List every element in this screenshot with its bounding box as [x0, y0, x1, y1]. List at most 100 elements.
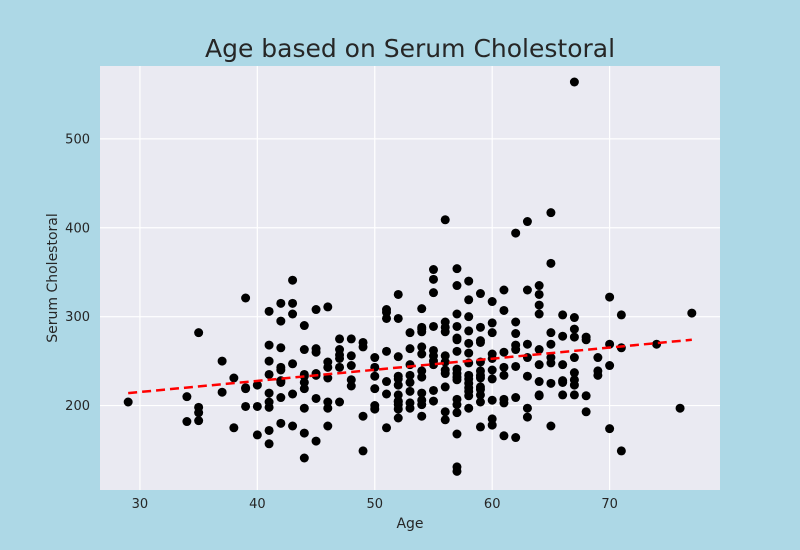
data-point: [440, 215, 450, 225]
data-point: [452, 309, 462, 319]
data-point: [417, 411, 427, 421]
y-tick-labels: 200 300 400 500: [65, 132, 90, 414]
x-tick-label: 60: [484, 497, 501, 512]
data-point: [299, 453, 309, 463]
data-point: [452, 321, 462, 331]
data-point: [593, 353, 603, 363]
data-point: [569, 380, 579, 390]
data-point: [335, 362, 345, 372]
data-point: [417, 304, 427, 314]
x-tick-label: 30: [132, 497, 149, 512]
data-point: [335, 334, 345, 344]
data-point: [464, 276, 474, 286]
data-point: [440, 369, 450, 379]
data-point: [288, 389, 298, 399]
data-point: [311, 347, 321, 357]
data-point: [499, 347, 509, 357]
x-tick-label: 40: [249, 497, 266, 512]
data-point: [452, 408, 462, 418]
data-point: [370, 404, 380, 414]
data-point: [323, 397, 333, 407]
data-point: [546, 258, 556, 268]
data-point: [499, 431, 509, 441]
data-point: [323, 373, 333, 383]
data-point: [428, 288, 438, 298]
x-tick-label: 50: [366, 497, 383, 512]
data-point: [123, 397, 133, 407]
data-point: [288, 309, 298, 319]
data-point: [393, 289, 403, 299]
data-point: [264, 439, 274, 449]
data-point: [675, 403, 685, 413]
data-point: [405, 370, 415, 380]
data-point: [534, 289, 544, 299]
data-point: [605, 339, 615, 349]
data-point: [534, 300, 544, 310]
data-point: [522, 285, 532, 295]
data-point: [534, 391, 544, 401]
x-tick-labels: 30 40 50 60 70: [132, 497, 618, 512]
data-point: [440, 351, 450, 361]
data-point: [511, 228, 521, 238]
data-point: [581, 407, 591, 417]
data-point: [393, 404, 403, 414]
data-point: [522, 371, 532, 381]
data-point: [346, 375, 356, 385]
x-axis-label: Age: [396, 516, 423, 532]
data-point: [323, 421, 333, 431]
data-point: [264, 388, 274, 398]
data-point: [616, 446, 626, 456]
data-point: [417, 327, 427, 337]
data-point: [511, 329, 521, 339]
data-point: [452, 264, 462, 274]
data-point: [382, 423, 392, 433]
data-point: [299, 428, 309, 438]
data-point: [311, 393, 321, 403]
data-point: [464, 403, 474, 413]
data-point: [393, 313, 403, 323]
data-point: [252, 430, 262, 440]
data-point: [252, 380, 262, 390]
data-point: [417, 366, 427, 376]
data-point: [487, 328, 497, 338]
data-point: [534, 360, 544, 370]
data-point: [358, 342, 368, 352]
data-point: [546, 378, 556, 388]
data-point: [464, 326, 474, 336]
data-point: [358, 411, 368, 421]
data-point: [428, 321, 438, 331]
data-points: [123, 77, 697, 476]
data-point: [522, 217, 532, 227]
data-point: [440, 407, 450, 417]
data-point: [264, 369, 274, 379]
data-point: [393, 380, 403, 390]
chart-title: Age based on Serum Cholestoral: [205, 34, 615, 63]
data-point: [323, 403, 333, 413]
data-point: [522, 403, 532, 413]
data-point: [569, 77, 579, 87]
data-point: [405, 328, 415, 338]
data-point: [499, 362, 509, 372]
data-point: [511, 345, 521, 355]
data-point: [382, 377, 392, 387]
data-point: [511, 317, 521, 327]
data-point: [487, 297, 497, 307]
data-point: [346, 351, 356, 361]
data-point: [229, 423, 239, 433]
data-point: [475, 397, 485, 407]
plot-area: [100, 66, 720, 490]
y-tick-label: 400: [65, 221, 90, 236]
data-point: [323, 362, 333, 372]
data-point: [499, 398, 509, 408]
data-point: [241, 293, 251, 303]
data-point: [558, 360, 568, 370]
data-point: [487, 420, 497, 430]
data-point: [335, 397, 345, 407]
data-point: [428, 396, 438, 406]
data-point: [405, 360, 415, 370]
data-point: [428, 360, 438, 370]
data-point: [569, 368, 579, 378]
data-point: [264, 356, 274, 366]
data-point: [605, 292, 615, 302]
